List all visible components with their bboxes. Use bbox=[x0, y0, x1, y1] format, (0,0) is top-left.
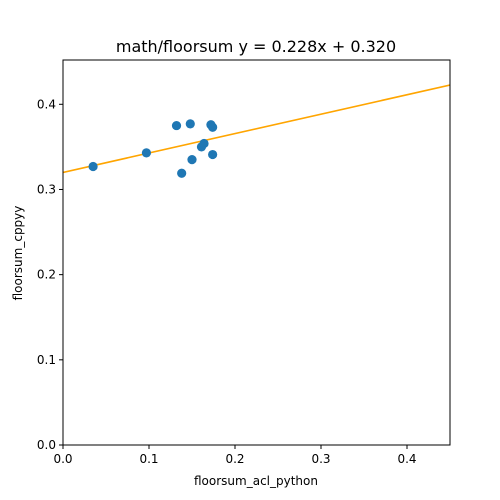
y-tick-label: 0.2 bbox=[37, 268, 56, 282]
axes-frame bbox=[62, 59, 451, 446]
x-tick-label: 0.4 bbox=[397, 452, 416, 466]
data-point-2 bbox=[171, 120, 182, 131]
y-axis-label: floorsum_cppyy bbox=[11, 206, 25, 301]
chart-title: math/floorsum y = 0.228x + 0.320 bbox=[116, 37, 396, 56]
data-point-3 bbox=[177, 168, 187, 178]
data-point-4 bbox=[185, 119, 195, 129]
y-tick-label: 0.1 bbox=[37, 353, 56, 367]
fit-line bbox=[63, 84, 450, 174]
y-tick-label: 0.4 bbox=[37, 97, 56, 111]
plot-area bbox=[63, 84, 450, 178]
axes: 0.0 0.1 0.2 0.3 0.4 0.0 0.1 0.2 0.3 0.4 bbox=[37, 59, 451, 466]
x-axis-label: floorsum_acl_python bbox=[194, 474, 318, 488]
data-point-10 bbox=[208, 149, 218, 160]
y-tick-label: 0.3 bbox=[37, 182, 56, 196]
data-point-7 bbox=[199, 138, 209, 149]
x-tick-label: 0.0 bbox=[53, 452, 72, 466]
x-tick-label: 0.3 bbox=[311, 452, 330, 466]
x-tick-label: 0.2 bbox=[225, 452, 244, 466]
x-tick-label: 0.1 bbox=[139, 452, 158, 466]
y-tick-label: 0.0 bbox=[37, 438, 56, 452]
data-point-9 bbox=[208, 122, 218, 132]
data-point-5 bbox=[187, 155, 197, 165]
data-point-0 bbox=[88, 161, 98, 172]
data-point-1 bbox=[141, 148, 152, 158]
